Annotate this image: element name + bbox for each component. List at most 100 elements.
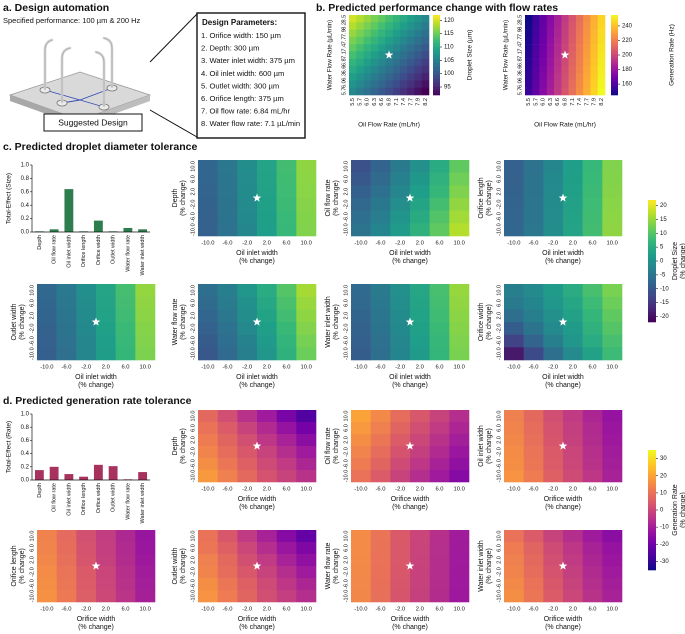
heatmap-cell	[276, 322, 297, 335]
y-tick-label: -2.0	[190, 567, 196, 577]
colorbar-swatch	[611, 75, 618, 77]
x-tick-label: Depth	[37, 235, 43, 250]
colorbar-swatch	[611, 81, 618, 84]
heatmap-cell	[257, 422, 277, 435]
heatmap-cell	[410, 470, 430, 483]
heatmap-cell	[532, 36, 540, 45]
colorbar-tick-label: 120	[444, 18, 455, 24]
heatmap-cell	[582, 210, 603, 224]
x-axis-unit: (% change)	[239, 382, 275, 389]
x-tick-label: 6.0	[541, 98, 547, 106]
heatmap-cell	[296, 470, 317, 483]
heatmap-cell	[399, 58, 408, 67]
x-axis-label: Orifice width	[77, 616, 116, 623]
heatmap-cell	[370, 80, 379, 89]
heatmap-cell	[392, 73, 401, 81]
heatmap-cell	[217, 223, 238, 237]
heatmap-cell	[575, 58, 584, 67]
heatmap-cell	[370, 198, 391, 211]
x-tick-label: 2.0	[569, 607, 577, 613]
parameter: 4. Oil inlet width: 600 µm	[201, 69, 284, 78]
heatmap-cell	[135, 578, 156, 591]
heatmap-cell	[370, 322, 391, 335]
y-axis-label: Oil flow rate	[325, 179, 332, 216]
colorbar-swatch	[648, 289, 656, 292]
heatmap-cell	[563, 470, 583, 483]
marker-star	[558, 441, 568, 450]
colorbar-swatch	[648, 468, 656, 471]
heatmap-cell	[523, 334, 544, 348]
heatmap-cell	[76, 347, 97, 361]
heatmap-cell	[590, 80, 599, 89]
x-axis-unit: (% change)	[78, 624, 114, 631]
y-tick-label: -10.0	[343, 223, 349, 236]
colorbar-swatch	[433, 47, 440, 49]
heatmap-cell	[115, 554, 136, 567]
marker-star	[405, 561, 415, 570]
heatmap-cell	[561, 65, 569, 74]
heatmap-cell	[414, 36, 423, 45]
heatmap-cell	[554, 87, 562, 96]
heatmap-cell	[410, 322, 430, 335]
heatmap-cell	[543, 434, 564, 447]
colorbar-swatch	[433, 49, 440, 52]
heatmap-cell	[543, 590, 564, 603]
y-tick-label: 7.9	[517, 29, 523, 37]
heatmap-cell	[198, 578, 218, 591]
heatmap-cell	[590, 36, 599, 45]
heatmap-cell	[390, 530, 411, 543]
x-tick-label: 8.2	[599, 98, 605, 106]
colorbar-swatch	[611, 65, 618, 68]
heatmap-cell	[543, 566, 564, 579]
heatmap-cell	[575, 15, 584, 23]
heatmap-cell	[568, 51, 577, 59]
colorbar-tick-label: 15	[660, 217, 667, 223]
colorbar-swatch	[433, 81, 440, 84]
colorbar-tick-label: 180	[622, 67, 633, 73]
heatmap-cell	[543, 410, 564, 423]
colorbar-swatch	[611, 77, 618, 80]
y-axis-label: Orifice length	[478, 177, 485, 218]
x-tick-label: 5.5	[526, 98, 532, 106]
colorbar-swatch	[648, 309, 656, 313]
x-tick-label: -6.0	[62, 607, 72, 613]
colorbar-swatch	[648, 248, 656, 252]
heatmap-cell	[135, 334, 156, 348]
x-axis-unit: (% change)	[545, 258, 581, 265]
y-tick-label: 5.7	[341, 87, 347, 95]
y-tick-label: 10.0	[496, 285, 502, 296]
heatmap-cell	[370, 542, 391, 555]
y-tick-label: 0.0	[21, 230, 30, 236]
y-tick-label: 8.2	[517, 22, 523, 30]
heatmap-cell	[597, 15, 606, 23]
heatmap-cell	[539, 22, 548, 30]
heatmap-cell	[449, 198, 470, 211]
heatmap-cell	[414, 73, 423, 81]
colorbar-swatch	[433, 41, 440, 44]
x-tick-label: 2.0	[569, 365, 577, 371]
colorbar-swatch	[648, 315, 656, 319]
y-tick-label: 2.0	[343, 188, 349, 196]
x-tick-label: -10.0	[507, 365, 520, 371]
heatmap-cell	[546, 15, 555, 23]
heatmap-cell	[370, 470, 391, 483]
heatmap-cell	[115, 284, 136, 297]
x-tick-label: -2.0	[395, 487, 405, 493]
heatmap-cell	[370, 44, 379, 52]
colorbar-swatch	[611, 71, 618, 73]
marker-star	[558, 193, 568, 202]
heatmap-cell	[276, 284, 297, 297]
colorbar-swatch	[433, 84, 440, 86]
heatmap-cell	[135, 309, 156, 323]
x-tick-label: -2.0	[548, 241, 558, 247]
colorbar-tick-label: -30	[660, 559, 669, 565]
heatmap-cell	[449, 578, 470, 591]
colorbar-swatch	[611, 25, 618, 28]
heatmap-cell	[563, 410, 583, 423]
heatmap-cell	[504, 578, 524, 591]
colorbar-tick-label: 20	[660, 203, 667, 209]
heatmap-cell	[523, 309, 544, 323]
colorbar-swatch	[433, 80, 440, 82]
heatmap-cell	[597, 44, 606, 52]
panel-subtitle: Specified performance: 100 µm & 200 Hz	[3, 16, 141, 25]
